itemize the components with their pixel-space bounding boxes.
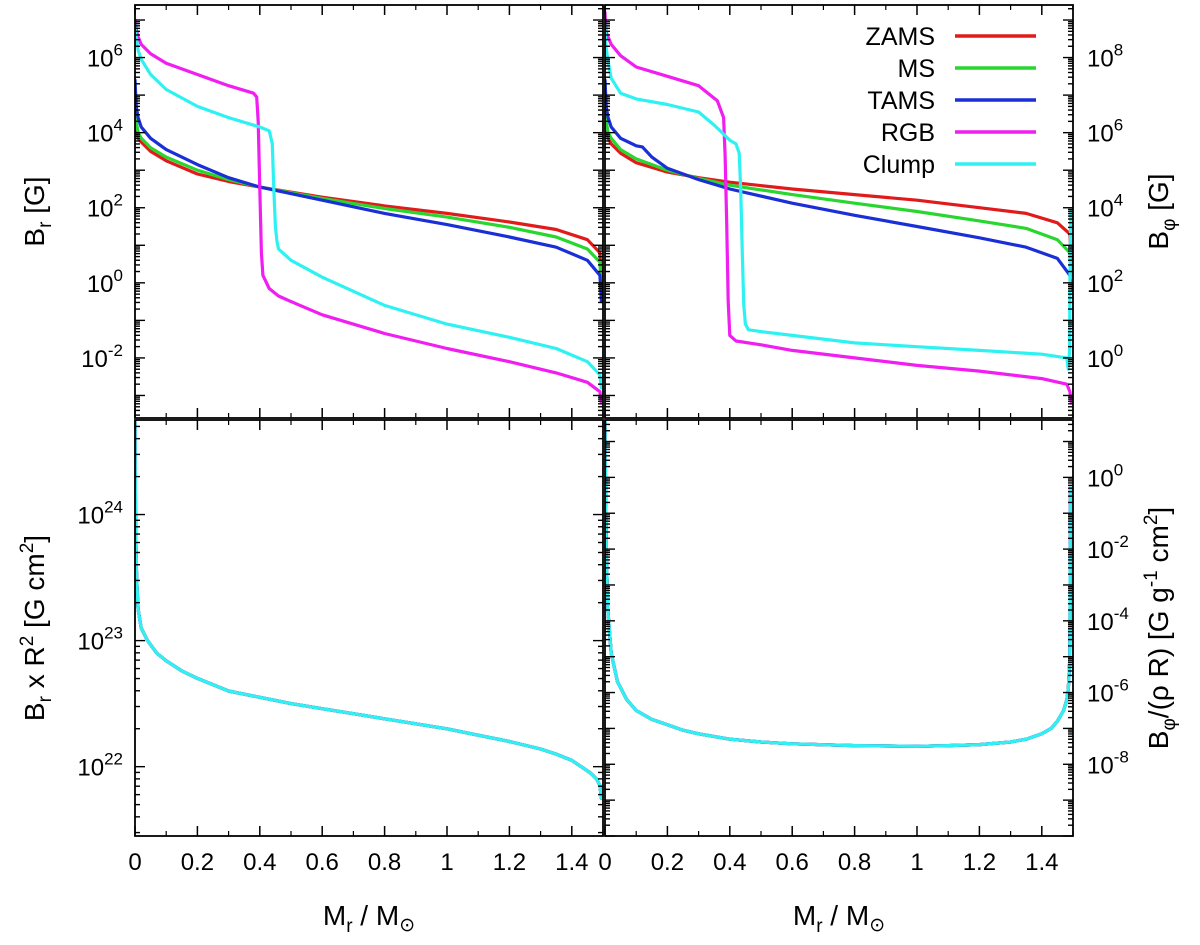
x-tick-label: 0.2 xyxy=(181,849,214,876)
legend-label-zams: ZAMS xyxy=(866,23,935,51)
series-line-tams xyxy=(605,420,1073,748)
series-line-rgb xyxy=(135,18,603,405)
x-tick-label: 0.4 xyxy=(713,849,746,876)
y-tick-label: 10-2 xyxy=(1087,532,1129,564)
x-tick-label: 1 xyxy=(440,849,453,876)
y-tick-label: 10-8 xyxy=(1087,747,1129,779)
series-line-clump xyxy=(135,22,603,390)
series-line-tams xyxy=(135,420,603,800)
series-line-ms xyxy=(605,101,1073,277)
series-line-rgb xyxy=(605,10,1073,405)
series-line-rgb xyxy=(135,420,603,800)
x-tick-label: 0 xyxy=(128,849,141,876)
y-axis-label: Br [G] xyxy=(19,176,56,246)
plot-frame xyxy=(134,4,604,419)
series-line-zams xyxy=(605,104,1073,262)
y-axis-label: Bφ [G] xyxy=(1143,173,1180,249)
y-tick-label: 100 xyxy=(87,266,123,298)
x-tick-label: 0 xyxy=(598,849,611,876)
series-line-rgb xyxy=(605,420,1073,748)
series-line-zams xyxy=(605,420,1073,748)
series-line-zams xyxy=(135,420,603,800)
panel-bottom-left: 0 0.2 0.4 0.6 0.8 1 1.2 1.4 1024 1023 1022 Br x R2 … xyxy=(17,419,604,937)
panel-top-left: 106 104 102 100 10-2 Br [G] xyxy=(19,4,604,419)
plot-frame xyxy=(604,419,1074,837)
series-group xyxy=(605,420,1073,748)
series-line-ms xyxy=(135,420,603,800)
y-tick-label: 108 xyxy=(1087,41,1123,73)
y-tick-label: 1023 xyxy=(77,624,123,656)
y-tick-label: 106 xyxy=(87,41,123,73)
x-axis-label: Mr / M⊙ xyxy=(323,900,415,937)
x-tick-label: 1.4 xyxy=(1025,849,1058,876)
x-tick-label: 0.8 xyxy=(838,849,871,876)
panel-bottom-right: 0 0.2 0.4 0.6 0.8 1 1.2 1.4 100 10-2 10-4 10-6 10-8 B… xyxy=(598,419,1180,937)
x-tick-label: 1.2 xyxy=(963,849,996,876)
legend: ZAMS MS TAMS RGB Clump xyxy=(863,23,1036,179)
series-group xyxy=(135,18,603,405)
y-tick-label: 104 xyxy=(87,116,123,148)
y-tick-label: 1024 xyxy=(77,498,123,530)
series-line-tams xyxy=(135,78,603,304)
x-tick-label: 0.4 xyxy=(243,849,276,876)
x-tick-label: 0.6 xyxy=(776,849,809,876)
y-tick-label: 1022 xyxy=(77,750,123,782)
series-line-tams xyxy=(605,78,1073,292)
x-tick-label: 0.2 xyxy=(651,849,684,876)
series-line-clump xyxy=(605,22,1073,371)
legend-label-clump: Clump xyxy=(863,151,935,179)
y-tick-label: 10-4 xyxy=(1087,604,1129,636)
legend-label-ms: MS xyxy=(898,55,936,83)
series-line-ms xyxy=(605,420,1073,748)
x-tick-label: 1.4 xyxy=(555,849,588,876)
series-group xyxy=(605,10,1073,405)
series-line-zams xyxy=(135,104,603,285)
x-tick-label: 0.6 xyxy=(306,849,339,876)
y-tick-label: 100 xyxy=(1087,341,1123,373)
y-tick-label: 10-2 xyxy=(81,341,123,373)
y-tick-label: 102 xyxy=(1087,266,1123,298)
panel-top-right: 108 106 104 102 100 Bφ [G] xyxy=(604,4,1180,419)
plot-frame xyxy=(604,4,1074,419)
series-line-clump xyxy=(135,420,603,800)
series-group xyxy=(135,420,603,800)
y-axis-label: Br x R2 [G cm2] xyxy=(17,535,56,721)
y-tick-label: 106 xyxy=(1087,116,1123,148)
series-line-ms xyxy=(135,101,603,292)
plot-frame xyxy=(134,419,604,837)
legend-label-rgb: RGB xyxy=(881,119,935,147)
y-tick-label: 102 xyxy=(87,191,123,223)
x-axis-label: Mr / M⊙ xyxy=(793,900,885,937)
x-tick-label: 1.2 xyxy=(493,849,526,876)
x-tick-label: 1 xyxy=(910,849,923,876)
y-axis-label: Bφ/(ρ R) [G g-1 cm2] xyxy=(1141,507,1180,749)
legend-label-tams: TAMS xyxy=(867,87,935,115)
y-tick-label: 10-6 xyxy=(1087,676,1129,708)
y-tick-label: 100 xyxy=(1087,460,1123,492)
x-tick-label: 0.8 xyxy=(368,849,401,876)
series-line-clump xyxy=(605,420,1073,748)
y-tick-label: 104 xyxy=(1087,191,1123,223)
